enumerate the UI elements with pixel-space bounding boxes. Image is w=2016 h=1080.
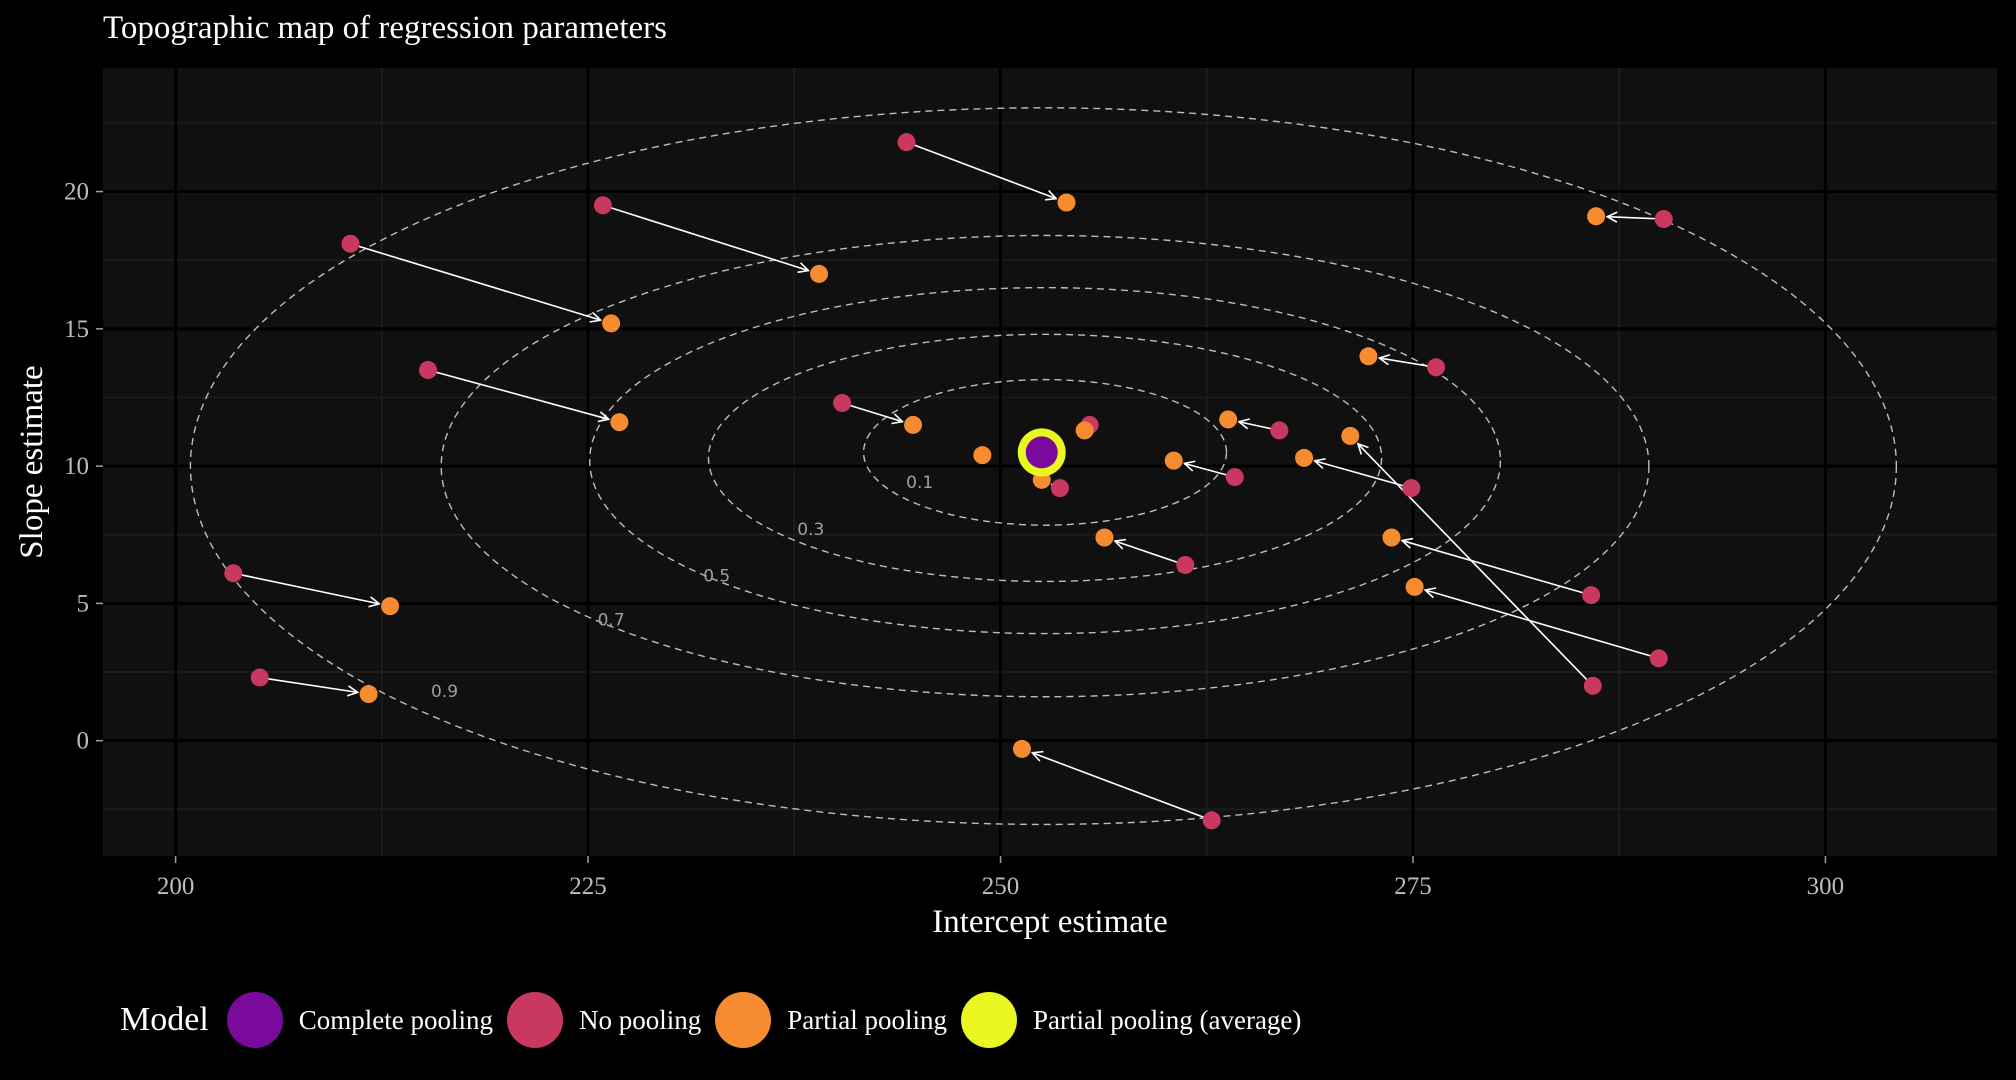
y-tick-label: 15 <box>64 316 89 343</box>
shrinkage-arrow <box>1402 541 1592 596</box>
shrinkage-arrows <box>233 141 1664 822</box>
legend-item-partial-pooling: Partial pooling <box>715 992 947 1048</box>
point-complete-pooling <box>1025 436 1058 469</box>
legend-label-partial-pooling-average: Partial pooling (average) <box>1033 1004 1302 1035</box>
y-axis-title: Slope estimate <box>14 365 50 558</box>
point-no-pooling <box>1270 421 1289 440</box>
shrinkage-arrow <box>1607 217 1664 219</box>
contour-label-0.3: 0.3 <box>797 520 824 540</box>
legend-title: Model <box>120 1001 209 1038</box>
point-no-pooling <box>1176 555 1195 574</box>
axis-ticks: 200 225 250 275 300 0 5 10 15 20 <box>64 179 1844 900</box>
point-no-pooling <box>1225 468 1244 487</box>
point-partial-pooling <box>1382 528 1401 547</box>
point-partial-pooling <box>381 597 400 616</box>
shrinkage-arrow <box>350 242 600 320</box>
shrinkage-arrow <box>906 141 1056 199</box>
point-partial-pooling <box>359 685 378 704</box>
shrinkage-arrow <box>602 204 809 270</box>
point-partial-pooling <box>1075 421 1094 440</box>
point-partial-pooling <box>1057 193 1076 212</box>
point-partial-pooling <box>610 413 629 432</box>
shrinkage-arrow <box>1358 444 1594 687</box>
point-no-pooling <box>1427 358 1446 377</box>
shrinkage-arrow <box>1315 461 1412 489</box>
point-no-pooling <box>1649 649 1668 668</box>
shrinkage-arrow <box>1379 358 1437 369</box>
y-tick-label: 20 <box>64 179 89 206</box>
contour-label-0.7: 0.7 <box>598 610 625 630</box>
x-tick-label: 275 <box>1394 873 1432 900</box>
shrinkage-arrow <box>1115 541 1186 566</box>
y-tick-label: 5 <box>77 590 90 617</box>
legend-label-partial-pooling: Partial pooling <box>787 1004 948 1035</box>
contour-0.7 <box>440 234 1650 698</box>
y-tick-label: 10 <box>64 453 89 480</box>
minor-gridlines <box>103 68 1997 856</box>
point-partial-pooling <box>1219 410 1238 429</box>
contour-label-0.5: 0.5 <box>703 566 730 586</box>
shrinkage-arrow <box>841 402 902 422</box>
contour-label-0.9: 0.9 <box>431 682 458 702</box>
point-partial-pooling <box>1012 739 1031 758</box>
point-partial-pooling <box>973 446 992 465</box>
x-tick-label: 300 <box>1807 873 1845 900</box>
point-no-pooling <box>341 234 360 253</box>
contour-label-0.1: 0.1 <box>906 473 933 493</box>
contour-0.5 <box>588 286 1502 635</box>
point-no-pooling <box>593 196 612 215</box>
point-partial-pooling <box>1405 577 1424 596</box>
point-partial-pooling <box>1359 347 1378 366</box>
point-no-pooling <box>1050 479 1069 498</box>
chart-title: Topographic map of regression parameters <box>103 10 667 46</box>
legend-item-partial-pooling-average: Partial pooling (average) <box>961 992 1301 1048</box>
shrinkage-arrow <box>259 676 358 693</box>
contour-0.1 <box>862 378 1228 526</box>
legend-label-complete-pooling: Complete pooling <box>298 1004 494 1035</box>
point-no-pooling <box>897 133 916 152</box>
shrinkage-arrow <box>1032 753 1212 822</box>
contour-0.3 <box>707 333 1383 583</box>
point-no-pooling <box>1582 586 1601 605</box>
contour-ellipses: 0.1 0.3 0.5 0.7 0.9 <box>189 107 1898 826</box>
point-no-pooling <box>1402 479 1421 498</box>
contour-0.9 <box>189 107 1898 826</box>
legend-key-no-pooling <box>507 992 564 1048</box>
x-tick-label: 250 <box>982 873 1020 900</box>
point-no-pooling <box>1583 676 1602 695</box>
legend-key-partial-pooling <box>715 992 772 1048</box>
point-partial-pooling <box>1164 451 1183 470</box>
point-no-pooling <box>1202 811 1221 830</box>
point-partial-pooling <box>1341 426 1360 445</box>
shrinkage-arrow <box>1425 590 1660 660</box>
point-partial-pooling <box>1095 528 1114 547</box>
point-partial-pooling <box>1587 207 1606 226</box>
point-no-pooling <box>1654 210 1673 229</box>
point-no-pooling <box>224 564 243 583</box>
point-partial-pooling <box>904 415 923 434</box>
major-gridlines <box>103 68 1997 856</box>
legend: Model Complete pooling No pooling Partia… <box>120 990 1315 1050</box>
y-tick-label: 0 <box>77 728 90 755</box>
legend-key-complete-pooling <box>226 992 283 1048</box>
x-axis-title: Intercept estimate <box>932 904 1167 940</box>
legend-item-complete-pooling: Complete pooling <box>226 992 494 1048</box>
legend-item-no-pooling: No pooling <box>507 992 701 1048</box>
point-no-pooling <box>419 361 438 380</box>
shrinkage-arrow <box>427 369 609 419</box>
shrinkage-arrow <box>233 572 379 604</box>
point-no-pooling <box>250 668 269 687</box>
point-partial-pooling <box>1295 448 1314 467</box>
x-tick-label: 225 <box>569 873 607 900</box>
point-partial-pooling <box>810 264 829 283</box>
legend-label-no-pooling: No pooling <box>579 1004 702 1035</box>
point-no-pooling <box>833 393 852 412</box>
legend-key-partial-pooling-average <box>961 992 1018 1048</box>
x-tick-label: 200 <box>157 873 195 900</box>
point-partial-pooling <box>602 314 621 333</box>
estimate-points <box>224 133 1673 830</box>
